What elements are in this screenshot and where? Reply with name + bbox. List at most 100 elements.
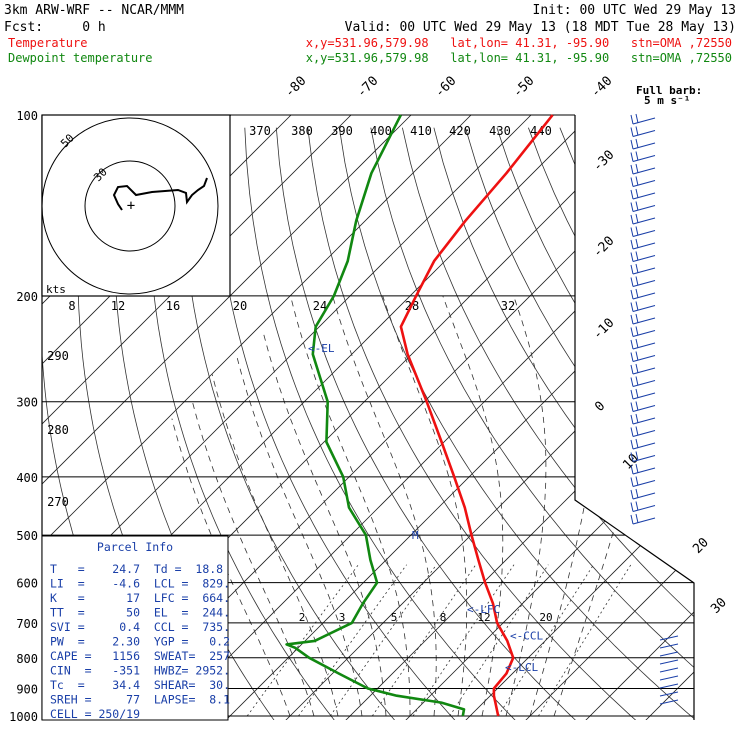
wind-barb — [632, 155, 656, 162]
isotherm-label: 30 — [708, 595, 730, 617]
profiles — [285, 114, 554, 717]
wind-barb-flag — [630, 339, 634, 350]
wind-barb-flag — [635, 138, 639, 149]
wind-barb-flag — [635, 113, 639, 124]
wind-barb-flag — [635, 363, 639, 374]
level-marker: <-CCL — [510, 630, 543, 643]
wind-barb — [632, 355, 656, 362]
forecast-hour: Fcst: 0 h — [4, 20, 106, 35]
wind-barb — [659, 643, 679, 649]
isotherm-label: -50 — [510, 74, 537, 101]
wind-barb-flag — [635, 163, 639, 174]
wind-barb — [659, 675, 679, 681]
isotherm-label: -70 — [354, 74, 381, 101]
moist-adiabat — [529, 295, 599, 717]
wind-barb-flag — [630, 177, 634, 187]
wind-barb-flag — [635, 401, 639, 411]
plot-right-border — [574, 115, 695, 720]
mixing-ratio-line — [246, 564, 359, 717]
wind-barb — [659, 683, 679, 689]
wind-barb-flag — [630, 239, 634, 250]
wind-barb — [659, 635, 679, 641]
isotherm-line — [42, 115, 439, 720]
wind-barb-flag — [635, 251, 639, 261]
wind-barb-flag — [635, 213, 639, 224]
isotherm-line — [576, 115, 694, 720]
dewpoint-station-info: x,y=531.96,579.98 lat,lon= 41.31, -95.90… — [306, 51, 732, 65]
wind-barb-flag — [635, 376, 639, 386]
hodograph-frame — [41, 114, 231, 297]
parcel-info-row: CIN = -351 HWBZ= 2952. — [50, 664, 230, 678]
wind-barb — [632, 205, 656, 212]
theta-label: 270 — [47, 495, 69, 509]
wind-barb — [632, 342, 656, 350]
parcel-info-row: LI = -4.6 LCL = 829. — [50, 577, 230, 591]
wind-barb — [632, 480, 656, 487]
mixing-ratio-label: 12 — [477, 611, 490, 624]
wind-barb-flag — [635, 263, 639, 274]
isotherm-label: -60 — [432, 74, 459, 101]
hodograph-speed-label: kts — [46, 283, 66, 296]
wind-barbs — [630, 113, 679, 705]
dry-adiabat — [180, 127, 403, 720]
isotherm-line — [42, 115, 499, 720]
wind-barb — [659, 651, 679, 657]
wind-barb-flag — [630, 264, 634, 275]
theta-label: 420 — [449, 124, 471, 138]
wind-barb-flag — [630, 127, 634, 137]
wind-barb-flag — [635, 338, 639, 349]
moist-adiabat — [192, 401, 315, 717]
hodograph-outer-ring — [41, 117, 219, 295]
theta-label: 410 — [410, 124, 432, 138]
speed-tick-label: 20 — [233, 299, 247, 313]
wind-barb-flag — [630, 152, 634, 162]
pressure-label: 900 — [16, 682, 38, 696]
wind-barb-flag — [635, 351, 639, 361]
level-markers: <-EL <-LFC <-CCL <-LCL M — [308, 342, 543, 674]
wind-barb-flag — [630, 464, 634, 475]
theta-label: 390 — [331, 124, 353, 138]
barb-legend-units: 5 m s⁻¹ — [644, 94, 690, 107]
init-time: Init: 00 UTC Wed 29 May 13 — [533, 3, 737, 18]
isotherm-label: 20 — [690, 535, 712, 557]
wind-barb — [659, 691, 679, 697]
isotherm-label: -20 — [590, 234, 617, 261]
wind-barb-flag — [635, 301, 639, 311]
moist-adiabat — [290, 295, 411, 716]
pressure-label: 1000 — [9, 710, 38, 724]
wind-barb-flag — [635, 238, 639, 249]
isotherm-line — [156, 115, 694, 720]
moist-adiabat — [262, 332, 387, 717]
wind-barb — [632, 117, 656, 125]
hodograph: 50 30 + kts — [41, 114, 231, 297]
level-marker: <-LCL — [505, 661, 538, 674]
wind-barb-flag — [630, 427, 634, 437]
wind-barb — [632, 467, 656, 475]
wind-barb-flag — [630, 214, 634, 225]
wind-barb — [632, 142, 656, 150]
speed-tick-label: 32 — [501, 299, 515, 313]
dry-adiabat — [307, 127, 646, 720]
pressure-label: 400 — [16, 471, 38, 485]
wind-barb-flag — [635, 288, 639, 299]
wind-barb — [659, 667, 679, 673]
wind-barb-flag — [630, 514, 634, 525]
wind-barb-flag — [630, 314, 634, 325]
parcel-info-row: K = 17 LFC = 664. — [50, 591, 230, 605]
speed-tick-label: 12 — [111, 299, 125, 313]
wind-barb-flag — [635, 313, 639, 324]
wind-barb-flag — [630, 414, 634, 425]
dry-adiabat — [212, 127, 464, 720]
wind-barb-flag — [630, 402, 634, 412]
wind-barb-flag — [630, 327, 634, 337]
wind-barb-flag — [635, 326, 639, 336]
wind-barb — [632, 455, 656, 462]
pressure-label: 300 — [16, 396, 38, 410]
hodograph-trace — [112, 177, 208, 211]
speed-tick-label: 8 — [68, 299, 75, 313]
wind-barb — [632, 280, 656, 287]
wind-barb-flag — [630, 502, 634, 512]
level-marker: <-EL — [308, 342, 335, 355]
